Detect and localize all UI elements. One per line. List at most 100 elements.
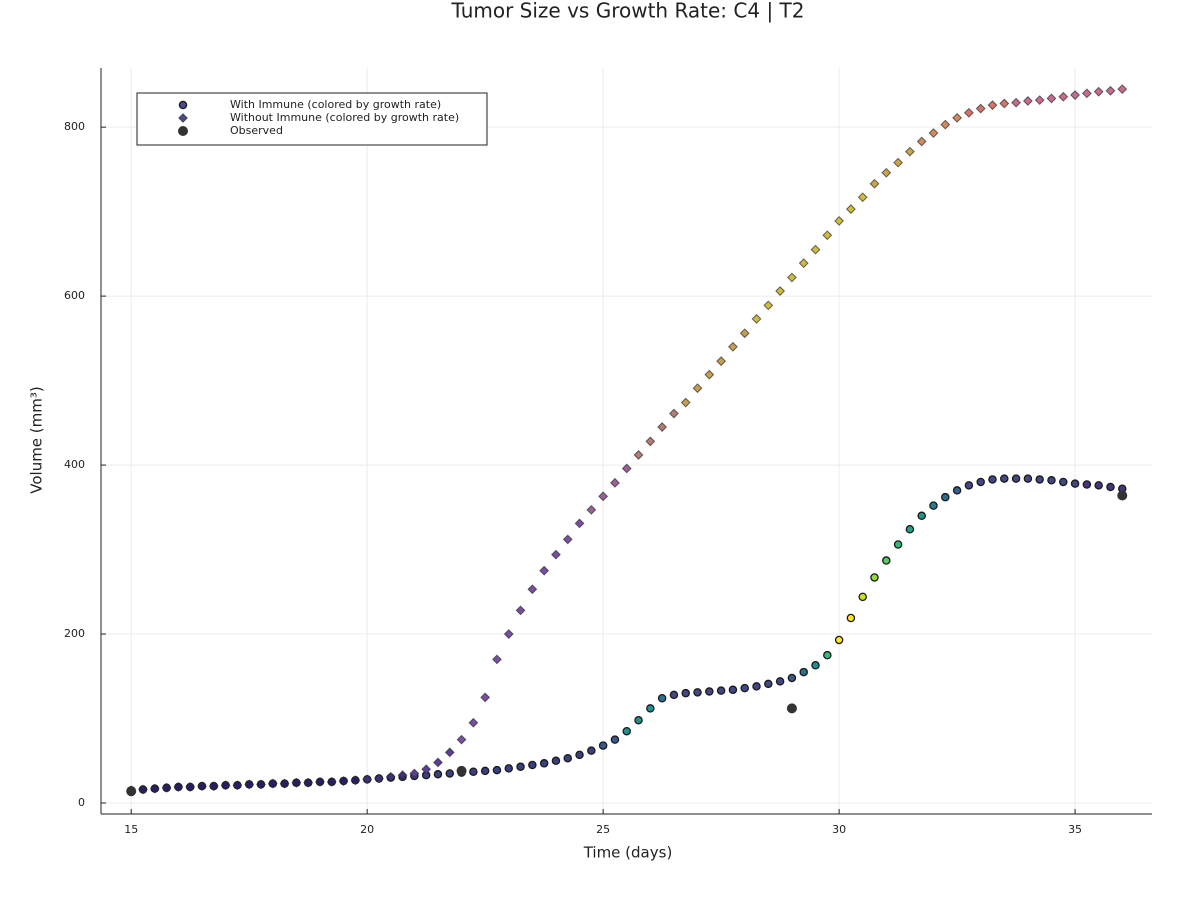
data-point: [445, 769, 455, 778]
data-point: [480, 692, 491, 703]
data-point: [704, 369, 715, 380]
data-point: [645, 436, 656, 447]
data-point: [775, 677, 785, 686]
data-point: [786, 703, 797, 714]
y-tick-label: 600: [64, 289, 85, 302]
data-point: [315, 776, 325, 787]
data-point: [705, 687, 714, 696]
data-point: [716, 356, 727, 367]
data-point: [869, 178, 880, 189]
data-point: [527, 584, 538, 595]
legend-box: [136, 92, 488, 146]
chart-title: Tumor Size vs Growth Rate: C4 | T2: [451, 0, 805, 23]
data-point: [433, 770, 443, 779]
data-point: [928, 128, 939, 138]
data-point: [244, 779, 255, 790]
data-point: [574, 518, 585, 529]
data-point: [516, 762, 525, 771]
data-point: [1023, 474, 1033, 483]
data-point: [646, 704, 655, 713]
data-point: [575, 750, 584, 760]
data-point: [598, 491, 609, 502]
data-point: [220, 780, 231, 791]
data-point: [504, 764, 514, 773]
data-point: [385, 771, 396, 782]
data-point: [551, 549, 561, 560]
data-point: [999, 98, 1010, 109]
data-point: [279, 778, 290, 789]
data-point: [692, 383, 703, 394]
data-point: [397, 770, 408, 781]
data-point: [929, 501, 938, 510]
data-point: [1106, 482, 1115, 492]
data-point: [975, 103, 986, 114]
data-point: [539, 565, 550, 576]
data-point: [468, 717, 479, 728]
data-point: [503, 629, 514, 639]
data-point: [681, 688, 690, 698]
data-point: [904, 146, 915, 157]
data-point: [917, 511, 926, 521]
data-point: [905, 525, 915, 534]
data-point: [492, 654, 502, 665]
data-point: [881, 167, 892, 178]
data-point: [870, 573, 879, 582]
data-point: [197, 781, 207, 792]
data-point: [326, 776, 337, 787]
x-tick-label: 20: [360, 823, 374, 836]
legend-label: With Immune (colored by growth rate): [230, 98, 441, 111]
data-point: [138, 784, 148, 795]
data-point: [161, 782, 172, 793]
data-point: [845, 204, 856, 214]
y-tick-label: 200: [64, 627, 85, 640]
data-point: [173, 782, 184, 792]
x-tick-label: 30: [832, 823, 846, 836]
data-point: [1047, 476, 1056, 485]
data-point: [1011, 474, 1021, 483]
data-point: [987, 100, 998, 111]
data-point: [421, 764, 432, 775]
legend-marker: [178, 100, 188, 110]
data-point: [787, 272, 797, 283]
x-tick-label: 25: [596, 823, 610, 836]
x-tick-label: 35: [1068, 823, 1082, 836]
data-point: [976, 477, 985, 487]
data-point: [846, 613, 856, 623]
data-point: [338, 776, 349, 786]
data-point: [893, 540, 903, 549]
legend-marker: [178, 113, 188, 123]
data-point: [362, 774, 373, 785]
data-point: [893, 157, 904, 168]
data-point: [775, 286, 786, 296]
y-tick-label: 0: [78, 796, 85, 809]
data-point: [823, 650, 832, 660]
data-point: [1011, 97, 1021, 108]
data-point: [669, 408, 679, 419]
data-point: [752, 682, 761, 691]
data-point: [634, 715, 643, 725]
data-point: [539, 759, 549, 768]
data-point: [208, 781, 219, 792]
data-point: [586, 504, 597, 515]
data-point: [480, 766, 490, 776]
data-point: [232, 780, 243, 791]
data-point: [740, 683, 749, 693]
legend-label: Without Immune (colored by growth rate): [230, 111, 459, 124]
data-point: [728, 341, 738, 352]
data-point: [834, 635, 844, 645]
data-point: [941, 492, 950, 502]
data-point: [739, 328, 750, 339]
data-point: [267, 778, 278, 789]
data-point: [657, 422, 668, 432]
data-point: [952, 486, 962, 495]
data-point: [858, 592, 867, 602]
data-point: [563, 753, 572, 763]
legend-marker: [178, 126, 188, 136]
data-point: [798, 258, 809, 269]
data-point: [149, 783, 160, 794]
data-point: [587, 746, 596, 755]
data-point: [256, 779, 266, 790]
y-tick-label: 400: [64, 458, 85, 471]
data-point: [291, 777, 302, 788]
